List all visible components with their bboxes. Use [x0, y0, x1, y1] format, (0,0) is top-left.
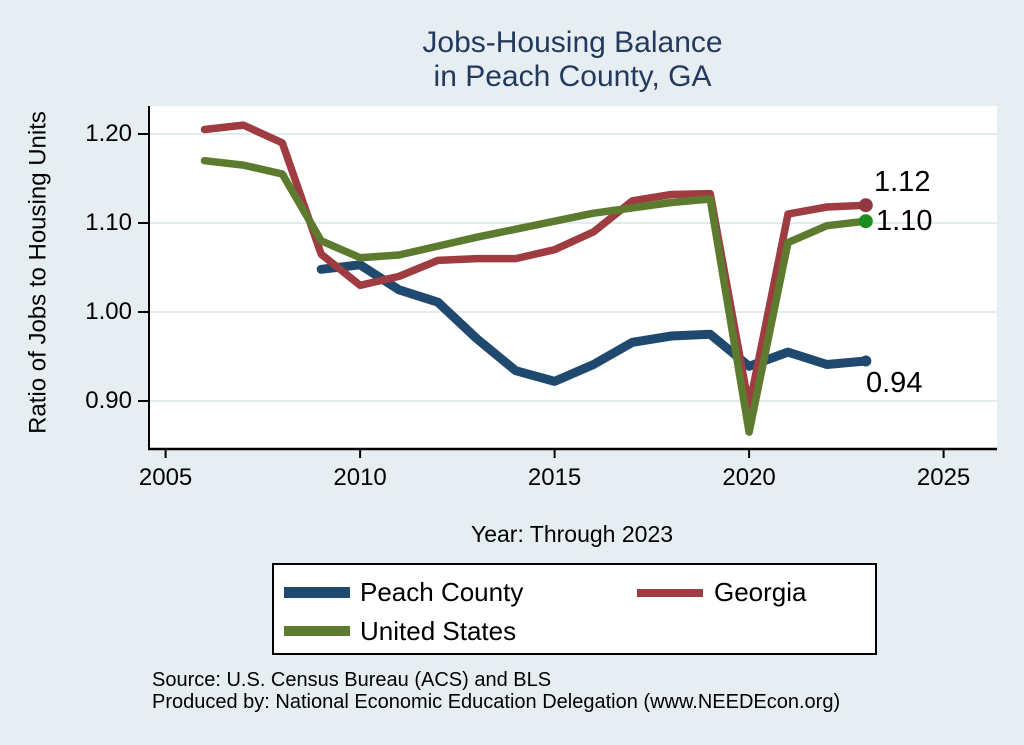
- y-tick-label: 1.20: [85, 120, 132, 147]
- x-tick-label: 2010: [333, 464, 387, 491]
- y-tick-label: 1.00: [85, 298, 132, 325]
- end-label-georgia: 1.12: [874, 166, 931, 198]
- x-tick-label: 2005: [138, 464, 193, 491]
- chart-title-line1: Jobs-Housing Balance: [422, 26, 723, 59]
- legend-label-united-states: United States: [360, 616, 517, 646]
- chart-title: Jobs-Housing Balance in Peach County, GA: [120, 26, 1024, 94]
- series-line-peach-county: [316, 260, 871, 386]
- plot-canvas: [138, 106, 997, 458]
- x-tick-label: 2020: [722, 464, 776, 491]
- end-label-peach-county: 0.94: [866, 367, 923, 399]
- y-tick-label: 0.90: [85, 387, 132, 414]
- x-axis-title: Year: Through 2023: [470, 521, 674, 547]
- end-marker-united-states: [858, 214, 873, 229]
- y-tick-label: 1.10: [85, 209, 132, 236]
- produced-by-note: Produced by: National Economic Education…: [152, 691, 841, 713]
- x-tick-label: 2025: [916, 464, 971, 491]
- legend-swatch-peach-county: [284, 587, 350, 598]
- legend-label-georgia: Georgia: [714, 577, 807, 607]
- series-line-united-states: [200, 156, 870, 436]
- end-marker-georgia: [858, 198, 873, 213]
- y-axis-title: Ratio of Jobs to Housing Units: [24, 111, 52, 434]
- legend-swatch-united-states: [284, 626, 350, 636]
- plot-area: [138, 106, 997, 458]
- legend-label-peach-county: Peach County: [360, 577, 524, 607]
- legend-swatch-georgia: [637, 589, 703, 597]
- x-tick-label: 2015: [527, 464, 582, 491]
- source-note: Source: U.S. Census Bureau (ACS) and BLS: [152, 669, 552, 691]
- end-marker-peach-county: [860, 355, 872, 367]
- chart-title-line2: in Peach County, GA: [433, 60, 712, 93]
- end-label-united-states: 1.10: [876, 205, 933, 237]
- legend: Peach County Georgia United States: [272, 563, 877, 655]
